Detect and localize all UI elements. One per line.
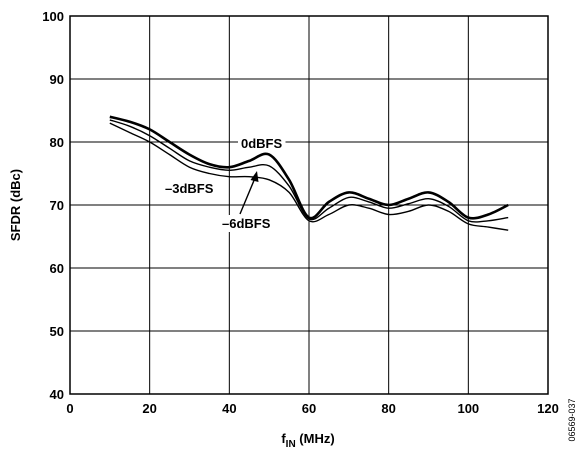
x-axis-label-subscript: IN — [286, 439, 296, 450]
x-tick-label: 80 — [381, 401, 395, 416]
annotation-0dbfs: 0dBFS — [241, 136, 283, 151]
x-tick-label: 120 — [537, 401, 559, 416]
tick-labels: 0 20 40 60 80 100 120 40 50 60 70 80 90 100 — [42, 9, 559, 416]
x-tick-label: 40 — [222, 401, 236, 416]
x-tick-label: 100 — [457, 401, 479, 416]
x-tick-label: 0 — [66, 401, 73, 416]
y-tick-label: 60 — [50, 261, 64, 276]
annotation-minus6dbfs: –6dBFS — [222, 216, 271, 231]
grid — [70, 16, 548, 394]
x-tick-label: 20 — [142, 401, 156, 416]
annotation-minus3dbfs: –3dBFS — [165, 181, 214, 196]
figure-id: 06569-037 — [567, 398, 577, 441]
y-tick-label: 80 — [50, 135, 64, 150]
x-tick-label: 60 — [302, 401, 316, 416]
x-axis-label: fIN (MHz) — [281, 431, 334, 450]
y-axis-label: SFDR (dBc) — [8, 169, 23, 241]
y-tick-label: 90 — [50, 72, 64, 87]
y-tick-label: 50 — [50, 324, 64, 339]
y-tick-label: 40 — [50, 387, 64, 402]
y-tick-label: 70 — [50, 198, 64, 213]
x-axis-label-unit: (MHz) — [296, 431, 335, 446]
annotation-arrow-line — [240, 178, 255, 214]
y-tick-label: 100 — [42, 9, 64, 24]
